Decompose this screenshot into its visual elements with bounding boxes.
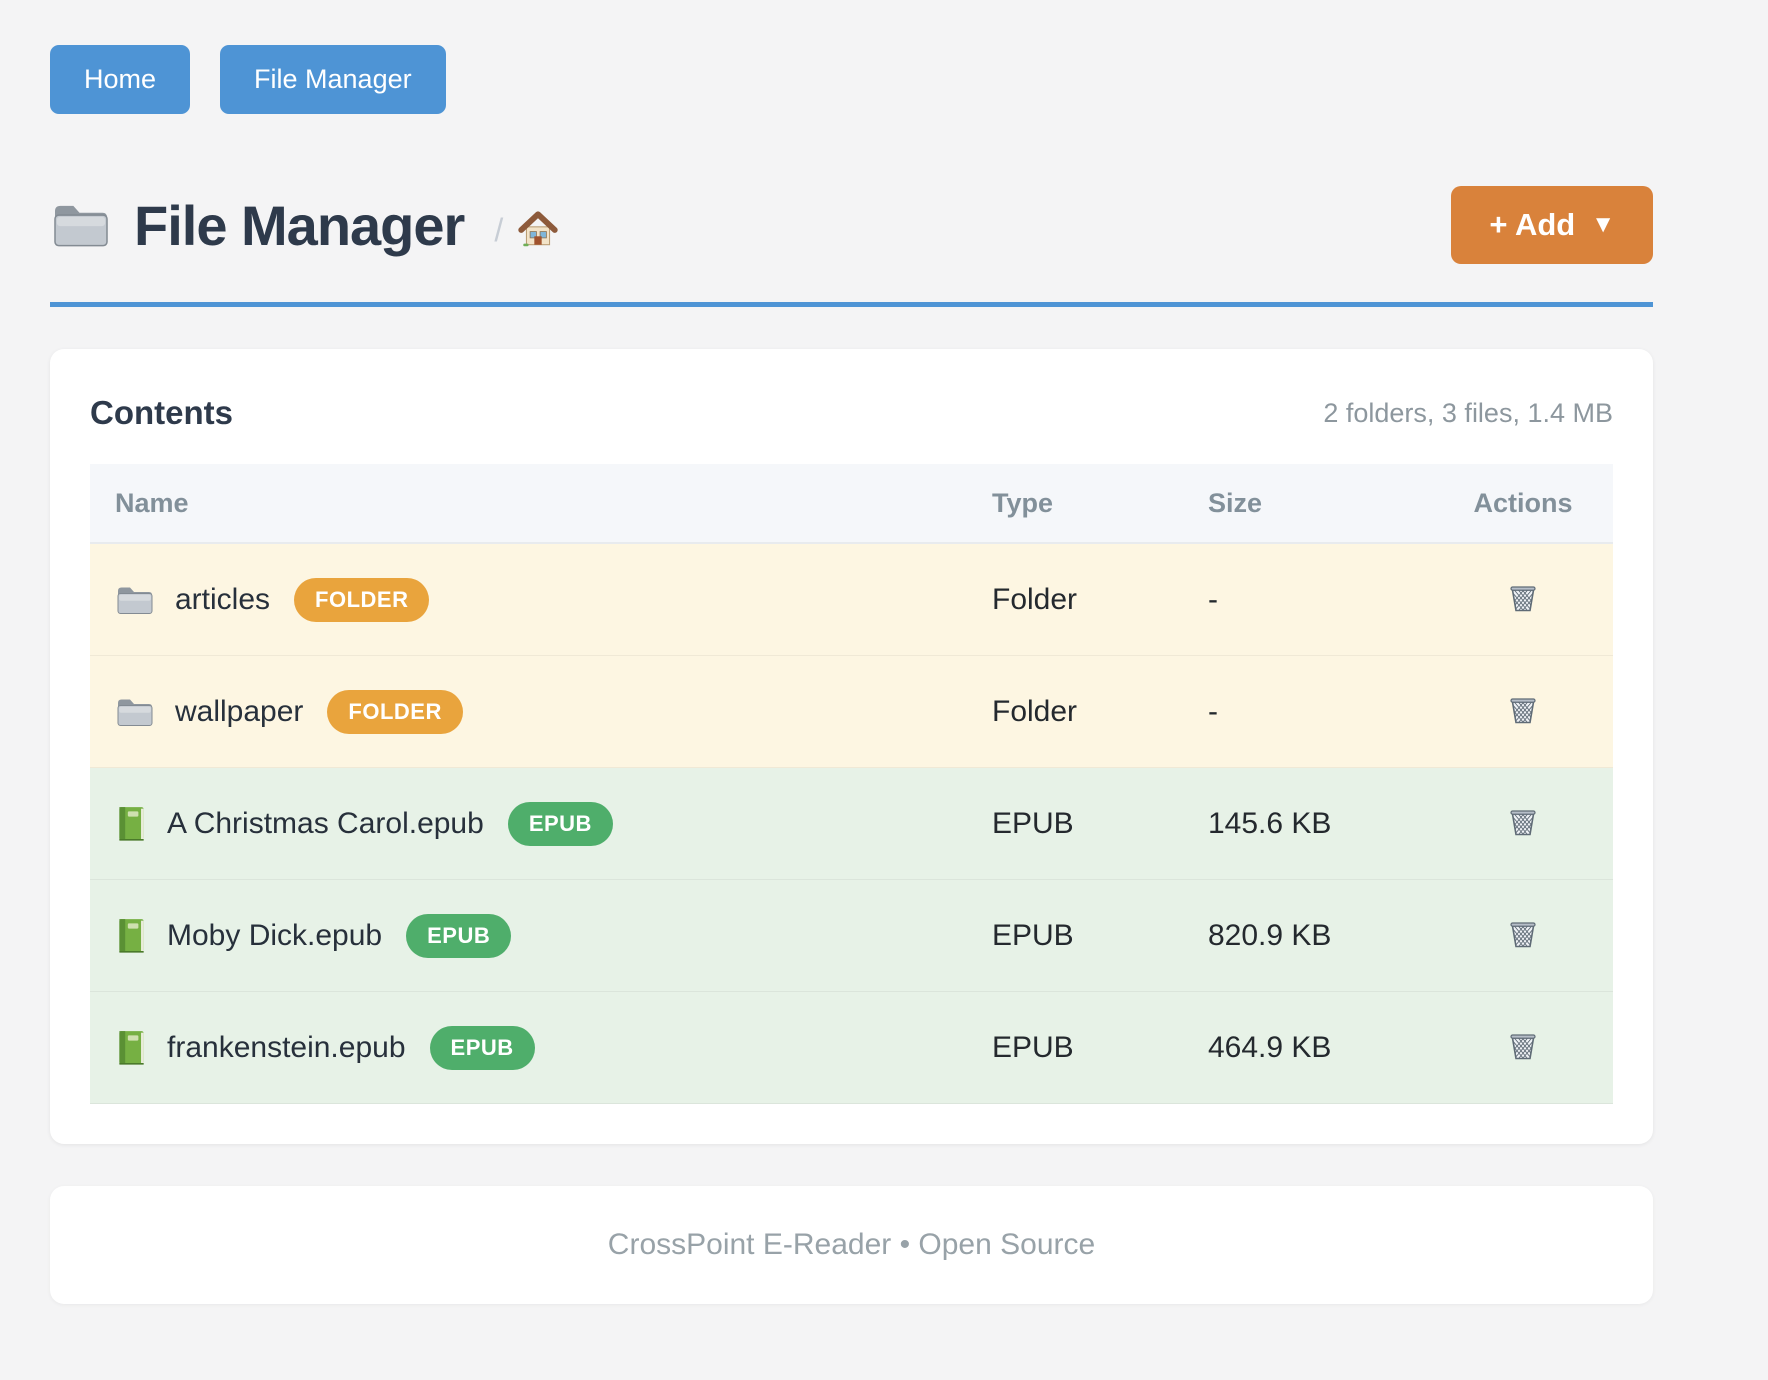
type-cell: EPUB	[992, 1030, 1074, 1064]
header-divider	[50, 302, 1653, 307]
size-cell: -	[1208, 582, 1218, 616]
file-name: articles	[175, 582, 271, 616]
add-button-label: + Add	[1489, 207, 1576, 242]
actions-cell	[1433, 576, 1613, 623]
trash-icon	[1505, 692, 1541, 731]
actions-cell	[1433, 912, 1613, 959]
folder-icon	[115, 583, 155, 617]
trash-icon	[1505, 804, 1541, 843]
type-cell: EPUB	[992, 918, 1074, 952]
column-header-type: Type	[992, 487, 1054, 518]
file-name: wallpaper	[175, 694, 304, 728]
file-table: Name Type Size Actions	[90, 464, 1613, 1104]
size-cell: 820.9 KB	[1208, 918, 1332, 952]
trash-icon	[1505, 1028, 1541, 1067]
chevron-down-icon: ▼	[1591, 211, 1615, 238]
delete-button[interactable]	[1501, 1024, 1545, 1071]
folder-icon	[50, 199, 112, 251]
page-container: Home File Manager File Manager /	[50, 0, 1653, 1304]
nav-home-button[interactable]: Home	[50, 45, 191, 114]
page-header: File Manager / + Add ▼	[50, 186, 1653, 264]
footer: CrossPoint E-Reader • Open Source	[50, 1186, 1653, 1304]
table-row[interactable]: articles FOLDER Folder -	[90, 544, 1613, 656]
type-badge: FOLDER	[327, 689, 463, 734]
delete-button[interactable]	[1501, 800, 1545, 847]
actions-cell	[1433, 688, 1613, 735]
home-icon[interactable]	[517, 199, 559, 251]
table-row[interactable]: wallpaper FOLDER Folder -	[90, 656, 1613, 768]
file-name-cell[interactable]: articles FOLDER	[90, 577, 967, 622]
column-header-name: Name	[115, 487, 189, 518]
table-row[interactable]: A Christmas Carol.epub EPUB EPUB 145.6 K…	[90, 768, 1613, 880]
breadcrumb-separator: /	[494, 211, 504, 248]
title-group: File Manager /	[50, 193, 559, 258]
footer-text: CrossPoint E-Reader • Open Source	[607, 1228, 1096, 1261]
type-cell: Folder	[992, 582, 1078, 616]
book-icon	[115, 805, 147, 843]
add-button[interactable]: + Add ▼	[1451, 186, 1653, 264]
size-cell: 464.9 KB	[1208, 1030, 1332, 1064]
folder-icon	[115, 695, 155, 729]
delete-button[interactable]	[1501, 576, 1545, 623]
file-name: A Christmas Carol.epub	[167, 806, 484, 840]
size-cell: 145.6 KB	[1208, 806, 1332, 840]
contents-title: Contents	[90, 394, 233, 431]
actions-cell	[1433, 800, 1613, 847]
page-title: File Manager	[134, 193, 465, 257]
type-cell: EPUB	[992, 806, 1074, 840]
column-header-actions: Actions	[1473, 487, 1573, 518]
file-name: Moby Dick.epub	[167, 918, 383, 952]
top-nav: Home File Manager	[50, 0, 1653, 114]
actions-cell	[1433, 1024, 1613, 1071]
delete-button[interactable]	[1501, 688, 1545, 735]
trash-icon	[1505, 916, 1541, 955]
table-row[interactable]: Moby Dick.epub EPUB EPUB 820.9 KB	[90, 880, 1613, 992]
nav-file-manager-button[interactable]: File Manager	[220, 45, 446, 114]
file-name-cell[interactable]: Moby Dick.epub EPUB	[90, 913, 967, 958]
trash-icon	[1505, 580, 1541, 619]
type-badge: EPUB	[406, 913, 512, 958]
size-cell: -	[1208, 694, 1218, 728]
file-name-cell[interactable]: wallpaper FOLDER	[90, 689, 967, 734]
table-row[interactable]: frankenstein.epub EPUB EPUB 464.9 KB	[90, 992, 1613, 1104]
type-badge: EPUB	[429, 1025, 535, 1070]
contents-card: Contents 2 folders, 3 files, 1.4 MB Name…	[50, 349, 1653, 1144]
table-body: articles FOLDER Folder -	[90, 544, 1613, 1104]
file-name-cell[interactable]: frankenstein.epub EPUB	[90, 1025, 967, 1070]
type-badge: EPUB	[507, 801, 613, 846]
file-name: frankenstein.epub	[167, 1030, 406, 1064]
file-name-cell[interactable]: A Christmas Carol.epub EPUB	[90, 801, 967, 846]
column-header-size: Size	[1208, 487, 1263, 518]
book-icon	[115, 917, 147, 955]
table-header-row: Name Type Size Actions	[90, 464, 1613, 544]
contents-summary: 2 folders, 3 files, 1.4 MB	[1323, 397, 1613, 428]
book-icon	[115, 1029, 147, 1067]
type-badge: FOLDER	[294, 577, 430, 622]
type-cell: Folder	[992, 694, 1078, 728]
delete-button[interactable]	[1501, 912, 1545, 959]
contents-card-header: Contents 2 folders, 3 files, 1.4 MB	[90, 394, 1613, 432]
